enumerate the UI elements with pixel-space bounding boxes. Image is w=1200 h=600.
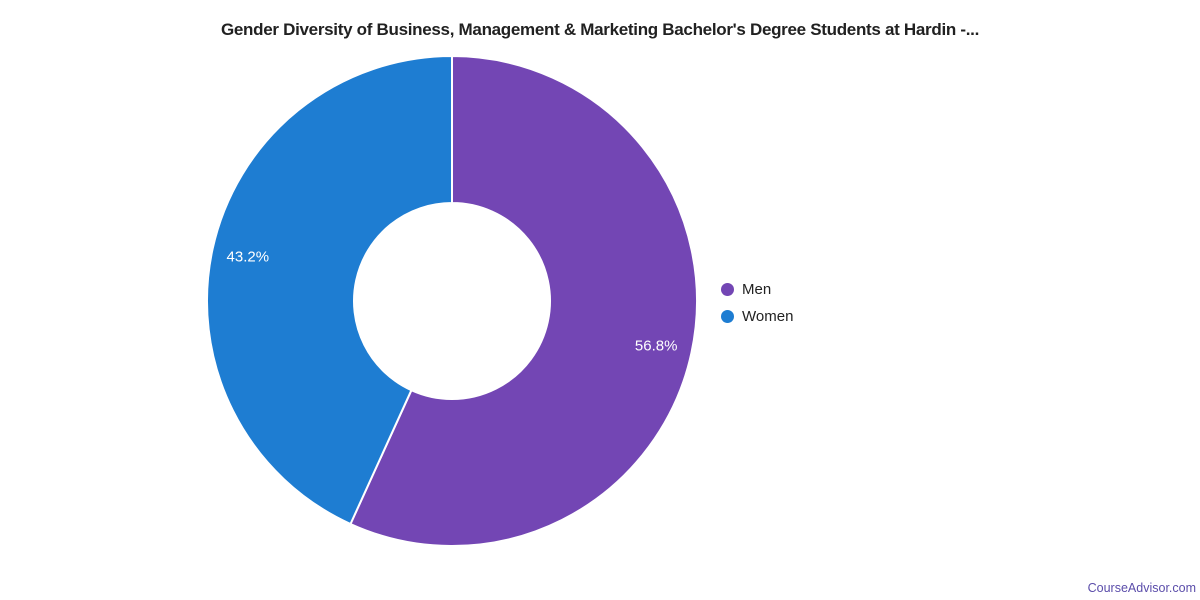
legend: Men Women xyxy=(721,276,793,330)
legend-item-women[interactable]: Women xyxy=(721,303,793,330)
legend-label-men: Men xyxy=(742,281,772,298)
legend-swatch-men xyxy=(721,283,734,296)
courseadvisor-watermark-link[interactable]: CourseAdvisor.com xyxy=(1087,581,1196,595)
pie-slice-men[interactable] xyxy=(349,54,698,547)
legend-swatch-women xyxy=(721,310,734,323)
legend-label-women: Women xyxy=(742,308,794,325)
pie-slice-women[interactable] xyxy=(206,54,453,526)
legend-item-men[interactable]: Men xyxy=(721,276,793,303)
chart-title: Gender Diversity of Business, Management… xyxy=(220,20,980,39)
slice-label-women: 43.2% xyxy=(227,249,270,266)
slice-label-men: 56.8% xyxy=(635,337,678,354)
